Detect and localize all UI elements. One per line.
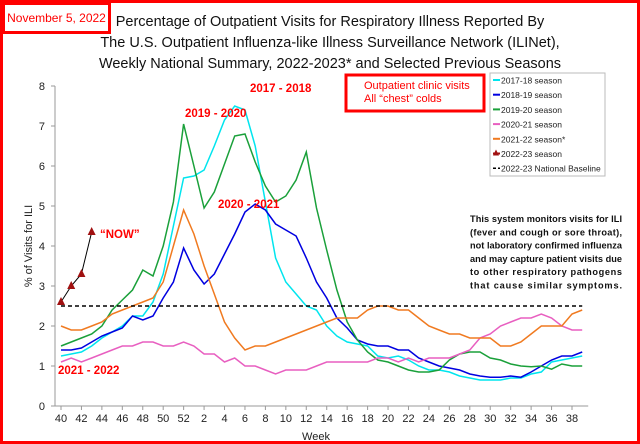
- series-2020-21-season-line: [60, 313, 583, 375]
- y-tick-label: 7: [39, 121, 45, 133]
- x-tick-label: 4: [221, 413, 227, 425]
- x-tick-label: 38: [566, 413, 578, 425]
- x-tick-label: 30: [484, 413, 496, 425]
- x-tick-label: 22: [402, 413, 414, 425]
- legend-label: 2017-18 season: [501, 76, 562, 86]
- chart-title: Percentage of Outpatient Visits for Resp…: [80, 12, 580, 75]
- x-tick-label: 26: [443, 413, 455, 425]
- y-tick-label: 6: [39, 161, 45, 173]
- legend-label: 2018-19 season: [501, 90, 562, 100]
- annotation-label: 2020 - 2021: [218, 199, 280, 211]
- legend-label: 2019-20 season: [501, 105, 562, 115]
- x-tick-label: 32: [505, 413, 517, 425]
- data-point-2022-23: [67, 281, 76, 289]
- legend-marker: [493, 149, 499, 156]
- x-tick-label: 40: [55, 413, 67, 425]
- annotation-label: 2019 - 2020: [185, 108, 246, 120]
- title-line-2: The U.S. Outpatient Influenza-like Illne…: [100, 35, 560, 51]
- x-tick-label: 36: [545, 413, 557, 425]
- y-axis-label: % of Visits for ILI: [23, 205, 35, 287]
- x-tick-label: 2: [201, 413, 207, 425]
- x-tick-label: 18: [361, 413, 373, 425]
- series-2018-19-season-line: [61, 203, 583, 378]
- date-label: November 5, 2022: [2, 2, 111, 34]
- note-text: (fever and cough or sore throat),: [470, 227, 622, 237]
- series-2017-18-season-line: [60, 105, 583, 381]
- x-tick-label: 44: [96, 413, 108, 425]
- note-text: and may capture patient visits due: [470, 254, 622, 264]
- x-axis-label: Week: [302, 431, 330, 443]
- y-tick-label: 0: [39, 401, 45, 413]
- x-tick-label: 50: [157, 413, 169, 425]
- legend-label: 2020-21 season: [501, 120, 562, 130]
- callout-text: All “chest” colds: [364, 93, 442, 105]
- annotation-label: 2021 - 2022: [58, 365, 119, 377]
- x-tick-label: 10: [280, 413, 292, 425]
- x-tick-label: 52: [178, 413, 190, 425]
- legend-label: 2021-22 season*: [501, 134, 566, 144]
- note-text: that cause similar symptoms.: [470, 281, 622, 291]
- x-tick-label: 48: [137, 413, 149, 425]
- callout-box: [344, 73, 486, 113]
- x-tick-label: 24: [423, 413, 435, 425]
- x-tick-label: 8: [262, 413, 268, 425]
- legend-label: 2022-23 season: [501, 149, 562, 159]
- annotation-label: 2017 - 2018: [250, 83, 312, 95]
- x-tick-label: 34: [525, 413, 537, 425]
- title-line-1: Percentage of Outpatient Visits for Resp…: [115, 14, 545, 30]
- series-2021-22-season--line: [60, 207, 583, 351]
- data-point-2022-23: [87, 227, 96, 235]
- x-tick-label: 20: [382, 413, 394, 425]
- y-tick-label: 8: [39, 81, 45, 93]
- y-tick-label: 3: [39, 281, 45, 293]
- x-tick-label: 14: [321, 413, 333, 425]
- x-tick-label: 28: [464, 413, 476, 425]
- note-text: to other respiratory pathogens: [470, 267, 622, 277]
- y-tick-label: 2: [39, 321, 45, 333]
- callout-text: Outpatient clinic visits: [364, 80, 470, 92]
- legend-label: 2022-23 National Baseline: [501, 164, 601, 174]
- y-tick-label: 5: [39, 201, 45, 213]
- annotation-label: “NOW”: [100, 229, 140, 241]
- x-tick-label: 6: [242, 413, 248, 425]
- data-point-2022-23: [57, 297, 65, 305]
- note-text: not laboratory confirmed influenza: [470, 241, 623, 251]
- series-2019-20-season-line: [60, 123, 583, 373]
- x-tick-label: 16: [341, 413, 353, 425]
- x-tick-label: 12: [300, 413, 312, 425]
- x-tick-label: 46: [116, 413, 128, 425]
- note-text: This system monitors visits for ILI: [470, 214, 622, 224]
- data-point-2022-23: [77, 269, 86, 277]
- y-tick-label: 4: [39, 241, 45, 253]
- x-tick-label: 42: [75, 413, 87, 425]
- title-line-3: Weekly National Summary, 2022-2023* and …: [98, 56, 562, 72]
- y-tick-label: 1: [39, 361, 45, 373]
- legend-box: [489, 72, 606, 177]
- series-2022-23-season-line: [60, 231, 93, 303]
